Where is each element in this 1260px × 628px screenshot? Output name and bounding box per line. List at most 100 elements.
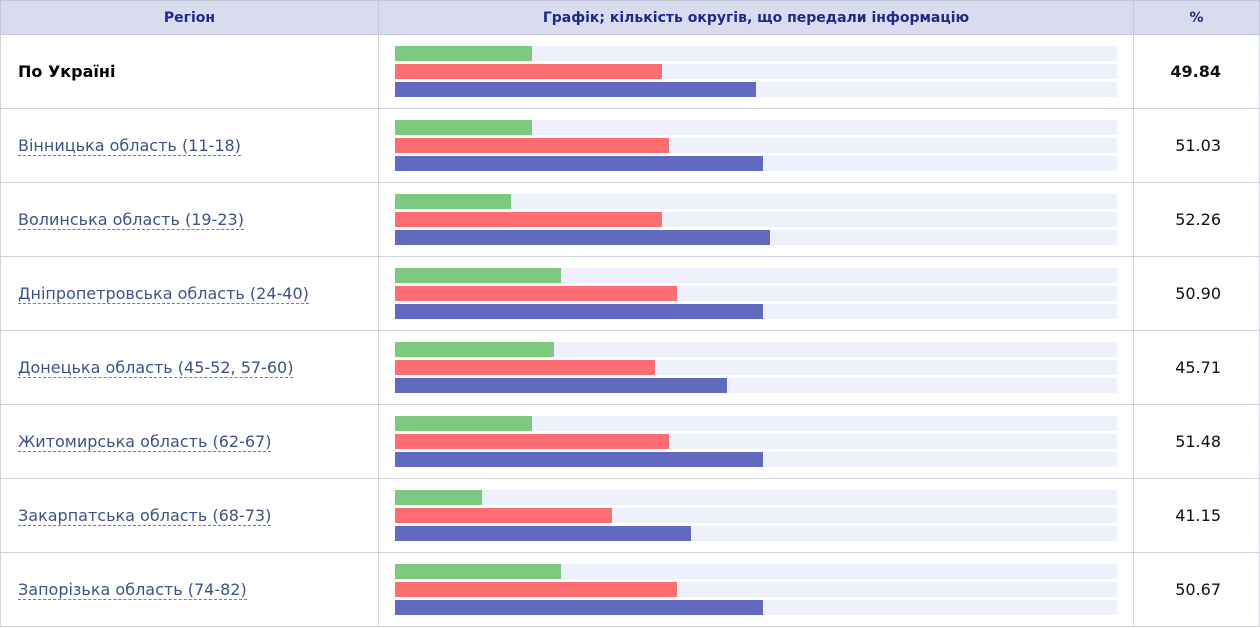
region-cell: Запорізька область (74-82) bbox=[0, 552, 379, 627]
region-link[interactable]: Донецька область (45-52, 57-60) bbox=[18, 358, 294, 378]
red-bar bbox=[395, 360, 655, 375]
bar-group bbox=[395, 490, 1117, 541]
region-cell: Закарпатська область (68-73) bbox=[0, 478, 379, 553]
bar-group bbox=[395, 46, 1117, 97]
table-row: Вінницька область (11-18) 51.03 bbox=[0, 108, 1260, 183]
red-bar bbox=[395, 212, 663, 227]
header-chart[interactable]: Графік; кількість округів, що передали і… bbox=[378, 0, 1134, 35]
bar-group bbox=[395, 416, 1117, 467]
blue-bar bbox=[395, 304, 764, 319]
chart-cell bbox=[378, 478, 1134, 553]
region-cell: Волинська область (19-23) bbox=[0, 182, 379, 257]
region-link[interactable]: Закарпатська область (68-73) bbox=[18, 506, 272, 526]
green-bar bbox=[395, 490, 482, 505]
bar-group bbox=[395, 564, 1117, 615]
bar-group bbox=[395, 194, 1117, 245]
table-body: По Україні 49.84 Вінницька область (11-18)… bbox=[0, 34, 1260, 627]
blue-bar bbox=[395, 600, 764, 615]
region-total-label: По Україні bbox=[18, 62, 116, 81]
red-bar bbox=[395, 138, 670, 153]
bar-group bbox=[395, 342, 1117, 393]
red-bar bbox=[395, 434, 670, 449]
bar-track bbox=[395, 46, 1117, 61]
table-row: Донецька область (45-52, 57-60) 45.71 bbox=[0, 330, 1260, 405]
chart-cell bbox=[378, 552, 1134, 627]
green-bar bbox=[395, 416, 533, 431]
blue-bar bbox=[395, 452, 764, 467]
red-bar bbox=[395, 582, 677, 597]
region-cell: Житомирська область (62-67) bbox=[0, 404, 379, 479]
bar-track bbox=[395, 582, 1117, 597]
table-row: Житомирська область (62-67) 51.48 bbox=[0, 404, 1260, 479]
percent-cell: 51.48 bbox=[1133, 404, 1260, 479]
bar-track bbox=[395, 342, 1117, 357]
bar-group bbox=[395, 120, 1117, 171]
blue-bar bbox=[395, 82, 756, 97]
bar-track bbox=[395, 286, 1117, 301]
table-row: Дніпропетровська область (24-40) 50.90 bbox=[0, 256, 1260, 331]
red-bar bbox=[395, 286, 677, 301]
bar-track bbox=[395, 64, 1117, 79]
bar-track bbox=[395, 508, 1117, 523]
percent-cell: 49.84 bbox=[1133, 34, 1260, 109]
green-bar bbox=[395, 564, 562, 579]
header-percent[interactable]: % bbox=[1133, 0, 1260, 35]
region-cell: Дніпропетровська область (24-40) bbox=[0, 256, 379, 331]
green-bar bbox=[395, 342, 554, 357]
bar-track bbox=[395, 526, 1117, 541]
bar-track bbox=[395, 304, 1117, 319]
blue-bar bbox=[395, 230, 771, 245]
bar-track bbox=[395, 490, 1117, 505]
bar-track bbox=[395, 564, 1117, 579]
region-link[interactable]: Волинська область (19-23) bbox=[18, 210, 244, 230]
red-bar bbox=[395, 64, 663, 79]
table-row: Запорізька область (74-82) 50.67 bbox=[0, 552, 1260, 627]
percent-cell: 41.15 bbox=[1133, 478, 1260, 553]
green-bar bbox=[395, 120, 533, 135]
bar-track bbox=[395, 434, 1117, 449]
bar-track bbox=[395, 360, 1117, 375]
green-bar bbox=[395, 194, 511, 209]
bar-track bbox=[395, 452, 1117, 467]
region-link[interactable]: Запорізька область (74-82) bbox=[18, 580, 247, 600]
region-cell: По Україні bbox=[0, 34, 379, 109]
region-link[interactable]: Житомирська область (62-67) bbox=[18, 432, 272, 452]
table-row: Волинська область (19-23) 52.26 bbox=[0, 182, 1260, 257]
region-cell: Донецька область (45-52, 57-60) bbox=[0, 330, 379, 405]
bar-track bbox=[395, 138, 1117, 153]
percent-cell: 45.71 bbox=[1133, 330, 1260, 405]
blue-bar bbox=[395, 526, 692, 541]
region-link[interactable]: Вінницька область (11-18) bbox=[18, 136, 241, 156]
bar-track bbox=[395, 268, 1117, 283]
region-cell: Вінницька область (11-18) bbox=[0, 108, 379, 183]
percent-cell: 50.67 bbox=[1133, 552, 1260, 627]
blue-bar bbox=[395, 156, 764, 171]
header-region[interactable]: Регіон bbox=[0, 0, 379, 35]
bar-track bbox=[395, 156, 1117, 171]
bar-track bbox=[395, 194, 1117, 209]
table-row: По Україні 49.84 bbox=[0, 34, 1260, 109]
chart-cell bbox=[378, 34, 1134, 109]
blue-bar bbox=[395, 378, 728, 393]
green-bar bbox=[395, 46, 533, 61]
bar-track bbox=[395, 212, 1117, 227]
chart-cell bbox=[378, 256, 1134, 331]
bar-track bbox=[395, 230, 1117, 245]
header-row: Регіон Графік; кількість округів, що пер… bbox=[0, 0, 1260, 35]
red-bar bbox=[395, 508, 612, 523]
percent-cell: 52.26 bbox=[1133, 182, 1260, 257]
bar-track bbox=[395, 120, 1117, 135]
bar-track bbox=[395, 378, 1117, 393]
percent-cell: 51.03 bbox=[1133, 108, 1260, 183]
green-bar bbox=[395, 268, 562, 283]
bar-track bbox=[395, 416, 1117, 431]
chart-cell bbox=[378, 330, 1134, 405]
chart-cell bbox=[378, 182, 1134, 257]
chart-cell bbox=[378, 404, 1134, 479]
region-link[interactable]: Дніпропетровська область (24-40) bbox=[18, 284, 309, 304]
percent-cell: 50.90 bbox=[1133, 256, 1260, 331]
bar-group bbox=[395, 268, 1117, 319]
bar-track bbox=[395, 600, 1117, 615]
chart-cell bbox=[378, 108, 1134, 183]
